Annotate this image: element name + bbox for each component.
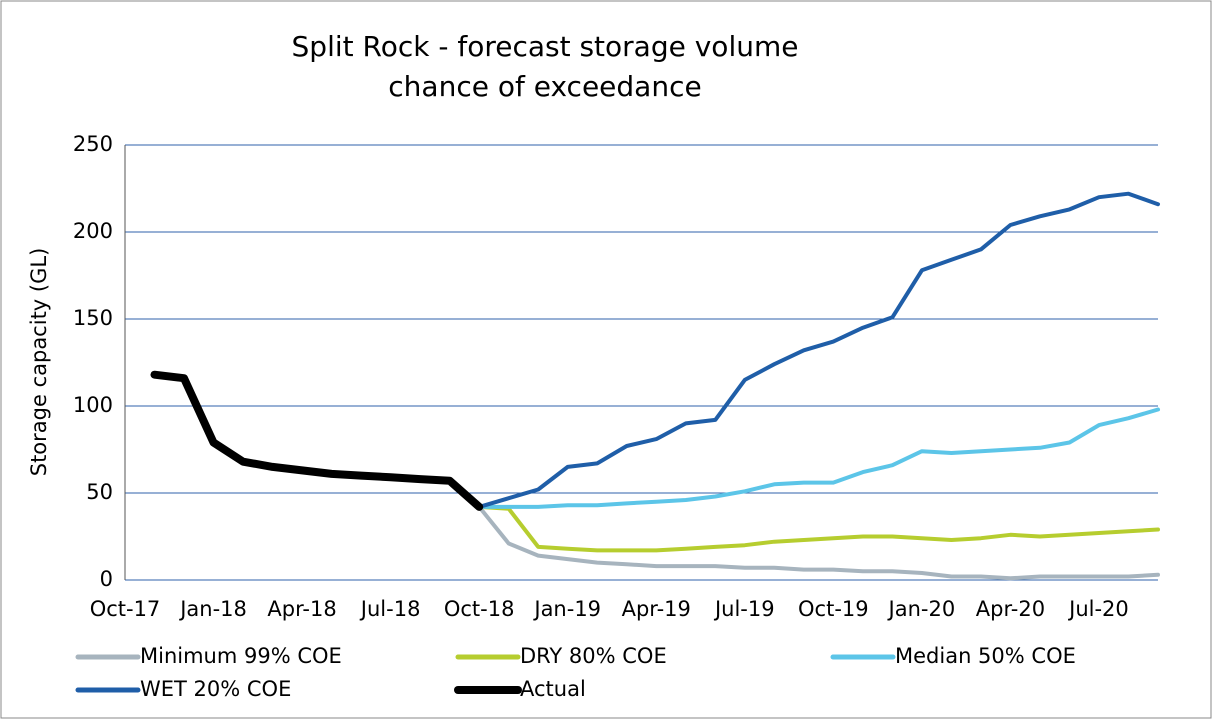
y-tick-label: 0 — [100, 567, 113, 591]
y-tick-label: 50 — [86, 480, 113, 504]
x-tick-label: Jan-19 — [532, 597, 601, 621]
legend-label: Median 50% COE — [895, 644, 1076, 668]
y-axis-label: Storage capacity (GL) — [27, 248, 51, 477]
legend-label: DRY 80% COE — [520, 644, 667, 668]
x-tick-label: Jul-18 — [359, 597, 421, 621]
legend-label: WET 20% COE — [140, 677, 291, 701]
series-line — [477, 504, 1160, 553]
x-tick-label: Jul-19 — [713, 597, 775, 621]
y-tick-label: 150 — [73, 306, 113, 330]
x-tick-label: Jan-18 — [178, 597, 247, 621]
x-tick-label: Oct-18 — [444, 597, 515, 621]
x-tick-label: Apr-18 — [267, 597, 336, 621]
x-tick-label: Oct-19 — [798, 597, 869, 621]
legend-label: Minimum 99% COE — [140, 644, 342, 668]
y-tick-label: 100 — [73, 393, 113, 417]
chart-title: chance of exceedance — [388, 70, 701, 103]
series-line — [477, 191, 1160, 509]
x-tick-label: Jan-20 — [887, 597, 956, 621]
series-line — [477, 504, 1160, 581]
y-tick-label: 200 — [73, 219, 113, 243]
legend-label: Actual — [520, 677, 586, 701]
x-tick-label: Oct-17 — [90, 597, 161, 621]
x-tick-label: Apr-19 — [622, 597, 691, 621]
x-tick-label: Jul-20 — [1067, 597, 1129, 621]
y-tick-label: 250 — [73, 132, 113, 156]
series-line — [150, 370, 484, 511]
chart-title: Split Rock - forecast storage volume — [292, 30, 799, 63]
x-tick-label: Apr-20 — [976, 597, 1045, 621]
series-line — [477, 407, 1160, 509]
